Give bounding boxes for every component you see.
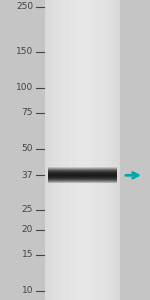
Text: 75: 75 (21, 109, 33, 118)
Bar (48, 171, 117, 172)
Bar (48, 167, 117, 168)
Bar (48, 177, 117, 178)
Bar (48, 169, 117, 170)
Bar (48, 177, 117, 178)
Bar (48, 181, 117, 182)
Text: 25: 25 (22, 206, 33, 214)
Bar (48, 169, 117, 170)
Text: 10: 10 (21, 286, 33, 295)
Bar (48, 172, 117, 173)
Text: 20: 20 (22, 225, 33, 234)
Bar (48, 168, 117, 169)
Bar (48, 173, 117, 174)
Text: 100: 100 (16, 83, 33, 92)
Bar (48, 181, 117, 182)
Text: 150: 150 (16, 47, 33, 56)
Bar (48, 182, 117, 183)
Bar (48, 178, 117, 179)
Bar (48, 172, 117, 173)
Bar (48, 176, 117, 177)
Bar (48, 174, 117, 175)
Bar (48, 179, 117, 180)
Text: 50: 50 (21, 144, 33, 153)
Text: 15: 15 (21, 250, 33, 260)
Text: 250: 250 (16, 2, 33, 11)
Bar (48, 180, 117, 181)
Bar (48, 175, 117, 176)
Bar (48, 170, 117, 171)
Bar (48, 167, 117, 168)
Bar (48, 179, 117, 180)
Bar (48, 183, 117, 184)
Bar (48, 176, 117, 177)
Bar (48, 175, 117, 176)
Bar (48, 168, 117, 169)
Bar (48, 178, 117, 179)
Bar (48, 171, 117, 172)
Bar (48, 170, 117, 171)
Bar (48, 174, 117, 175)
Text: 37: 37 (21, 171, 33, 180)
Bar (48, 173, 117, 174)
Bar (48, 182, 117, 183)
Bar (48, 169, 117, 170)
